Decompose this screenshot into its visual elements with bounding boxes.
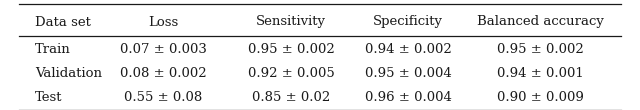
Text: Test: Test (35, 91, 63, 104)
Text: Train: Train (35, 43, 71, 56)
Text: 0.92 ± 0.005: 0.92 ± 0.005 (248, 67, 335, 80)
Text: 0.95 ± 0.002: 0.95 ± 0.002 (248, 43, 335, 56)
Text: 0.95 ± 0.002: 0.95 ± 0.002 (497, 43, 584, 56)
Text: 0.07 ± 0.003: 0.07 ± 0.003 (120, 43, 207, 56)
Text: Data set: Data set (35, 16, 91, 28)
Text: Specificity: Specificity (373, 16, 444, 28)
Text: 0.08 ± 0.002: 0.08 ± 0.002 (120, 67, 207, 80)
Text: Loss: Loss (148, 16, 179, 28)
Text: Sensitivity: Sensitivity (256, 16, 326, 28)
Text: 0.85 ± 0.02: 0.85 ± 0.02 (252, 91, 330, 104)
Text: Balanced accuracy: Balanced accuracy (477, 16, 604, 28)
Text: 0.94 ± 0.001: 0.94 ± 0.001 (497, 67, 584, 80)
Text: 0.96 ± 0.004: 0.96 ± 0.004 (365, 91, 452, 104)
Text: Validation: Validation (35, 67, 102, 80)
Text: 0.90 ± 0.009: 0.90 ± 0.009 (497, 91, 584, 104)
Text: 0.94 ± 0.002: 0.94 ± 0.002 (365, 43, 452, 56)
Text: 0.55 ± 0.08: 0.55 ± 0.08 (124, 91, 202, 104)
Text: 0.95 ± 0.004: 0.95 ± 0.004 (365, 67, 452, 80)
